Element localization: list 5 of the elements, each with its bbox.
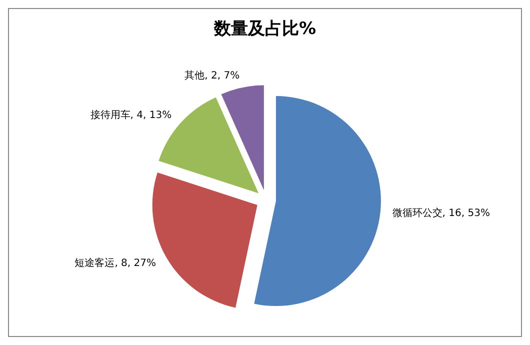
- chart-title: 数量及占比%: [212, 19, 316, 39]
- slice-label: 其他, 2, 7%: [184, 70, 240, 82]
- slice-label: 短途客运, 8, 27%: [74, 257, 156, 270]
- slice-label: 接待用车, 4, 13%: [90, 108, 172, 121]
- slice-label: 微循环公交, 16, 53%: [392, 207, 490, 220]
